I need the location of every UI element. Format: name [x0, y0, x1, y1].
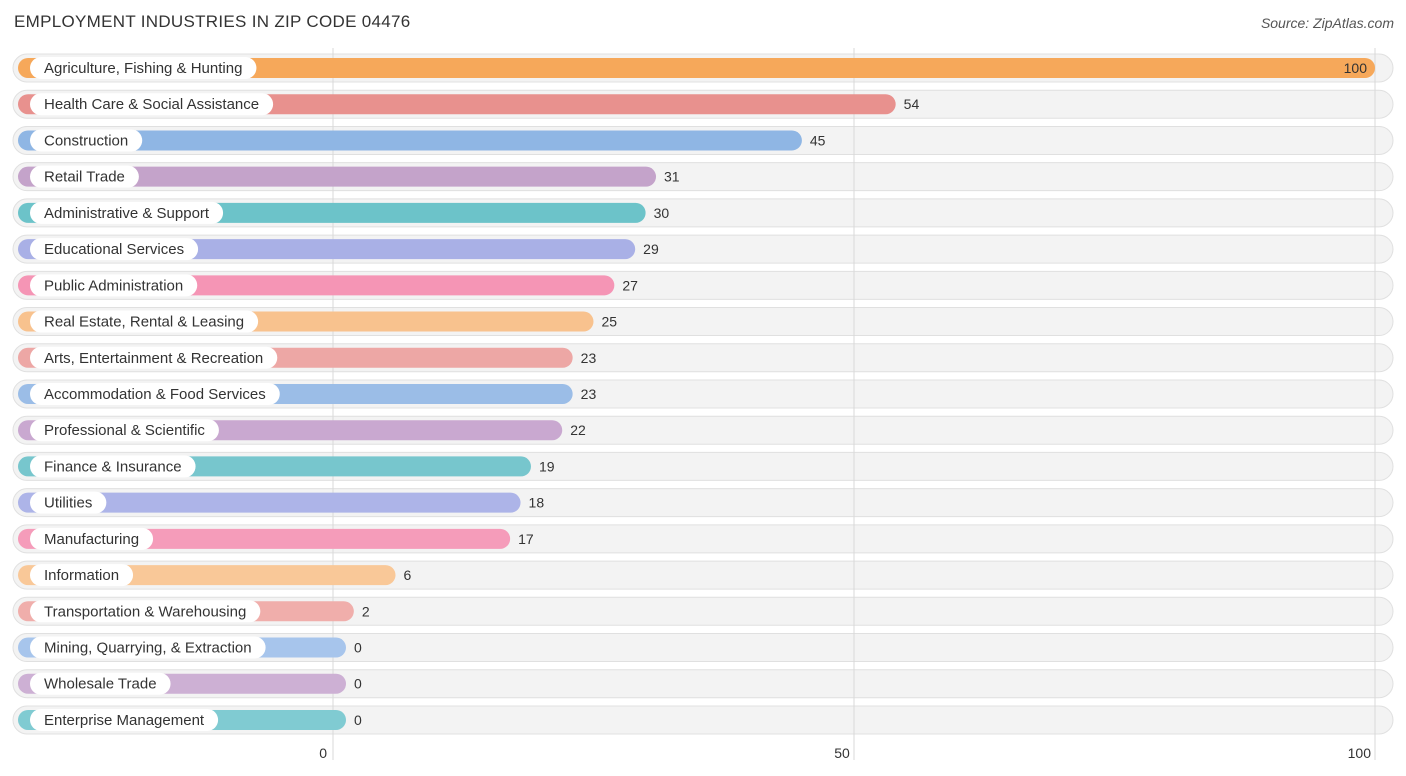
category-label: Arts, Entertainment & Recreation [44, 350, 263, 367]
category-label: Professional & Scientific [44, 422, 205, 439]
category-label-pill [30, 93, 274, 116]
value-label: 30 [654, 205, 670, 221]
tick-label: 0 [319, 745, 327, 761]
category-label-pill [30, 600, 261, 623]
chart-title: EMPLOYMENT INDUSTRIES IN ZIP CODE 04476 [14, 12, 411, 31]
value-label: 23 [581, 386, 597, 402]
value-label: 2 [362, 603, 370, 619]
value-label: 45 [810, 132, 826, 148]
category-label: Mining, Quarrying, & Extraction [44, 640, 252, 657]
category-label: Information [44, 567, 119, 584]
value-label: 0 [354, 676, 362, 692]
value-label: 22 [570, 422, 586, 438]
tick-label: 50 [834, 745, 850, 761]
category-label: Administrative & Support [44, 205, 210, 222]
category-label-pill [30, 129, 143, 152]
category-label-pill [30, 672, 171, 695]
category-label-pill [30, 201, 224, 224]
category-label: Educational Services [44, 241, 184, 258]
category-label: Enterprise Management [44, 712, 205, 729]
category-label-pill [30, 455, 196, 478]
category-label: Manufacturing [44, 531, 139, 548]
value-label: 54 [904, 96, 920, 112]
category-label: Utilities [44, 495, 92, 512]
category-label-pill [30, 57, 257, 79]
category-label: Agriculture, Fishing & Hunting [44, 60, 242, 77]
tick-label: 100 [1348, 745, 1372, 761]
value-label: 19 [539, 458, 555, 474]
bar-track [12, 596, 1394, 626]
bar-track [12, 705, 1394, 735]
value-label: 29 [643, 241, 659, 257]
bar [18, 166, 657, 187]
value-label: 6 [404, 567, 412, 583]
category-label: Health Care & Social Assistance [44, 96, 259, 113]
bar [18, 130, 802, 151]
bar-track [12, 669, 1394, 699]
value-label: 100 [1344, 60, 1368, 76]
bar-track [12, 633, 1394, 663]
value-label: 0 [354, 712, 362, 728]
category-label-pill [30, 636, 266, 659]
value-label: 31 [664, 169, 680, 185]
category-label-pill [30, 346, 278, 369]
category-label: Public Administration [44, 277, 183, 294]
category-label: Transportation & Warehousing [44, 603, 246, 620]
category-label-pill [30, 708, 219, 731]
value-label: 25 [602, 314, 618, 330]
category-label-pill [30, 274, 198, 297]
category-label-pill [30, 564, 134, 587]
category-label-pill [30, 165, 139, 188]
category-label-pill [30, 527, 154, 550]
bar [18, 58, 1375, 78]
value-label: 27 [622, 277, 638, 293]
category-label: Wholesale Trade [44, 676, 157, 693]
value-label: 17 [518, 531, 534, 547]
category-label: Finance & Insurance [44, 458, 182, 475]
value-label: 0 [354, 640, 362, 656]
chart-source: Source: ZipAtlas.com [1260, 15, 1394, 31]
category-label-pill [30, 491, 107, 514]
category-label-pill [30, 382, 280, 405]
category-label: Accommodation & Food Services [44, 386, 266, 403]
category-label-pill [30, 238, 199, 261]
category-label: Construction [44, 132, 128, 149]
category-label: Retail Trade [44, 169, 125, 186]
category-label-pill [30, 419, 219, 442]
category-label: Real Estate, Rental & Leasing [44, 314, 244, 331]
value-label: 18 [529, 495, 545, 511]
category-label-pill [30, 310, 259, 333]
value-label: 23 [581, 350, 597, 366]
bar [18, 492, 521, 513]
